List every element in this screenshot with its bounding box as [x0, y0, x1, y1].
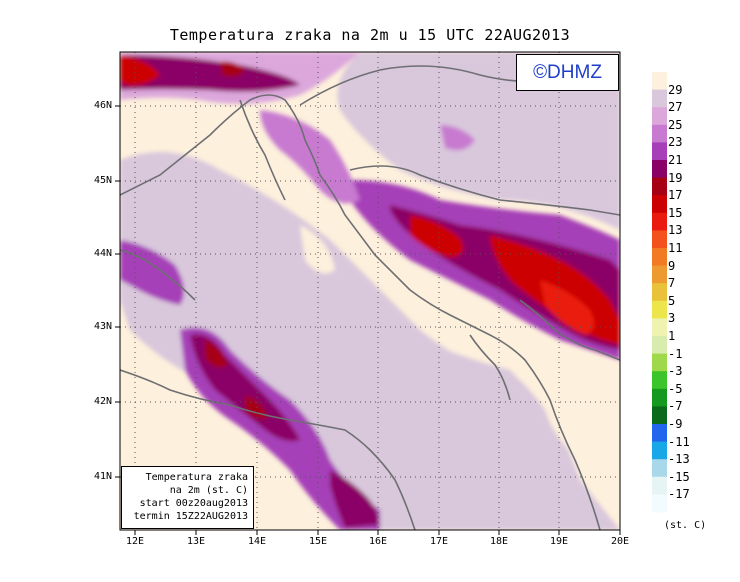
- colorbar-swatch: [652, 283, 667, 302]
- colorbar-label: -5: [668, 381, 683, 396]
- lon-label-13e: 13E: [186, 536, 206, 547]
- lon-label-15e: 15E: [308, 536, 328, 547]
- colorbar-swatch: [652, 424, 667, 443]
- colorbar-swatch: [652, 388, 667, 407]
- lat-label-44n: 44N: [94, 248, 113, 259]
- colorbar-label: -13: [668, 452, 690, 467]
- colorbar-label: 9: [668, 258, 676, 273]
- colorbar: [652, 72, 667, 513]
- colorbar-label: 17: [668, 188, 683, 203]
- lon-label-19e: 19E: [549, 536, 569, 547]
- colorbar-label: 5: [668, 293, 676, 308]
- info-line-4: termin 15Z22AUG2013: [133, 511, 248, 522]
- colorbar-swatch: [652, 177, 667, 196]
- colorbar-label: 27: [668, 100, 683, 115]
- axis-ticks: [115, 105, 621, 535]
- dhmz-logo: ©DHMZ: [516, 54, 619, 91]
- map-title: Temperatura zraka na 2m u 15 UTC 22AUG20…: [169, 26, 571, 44]
- colorbar-swatch: [652, 124, 667, 143]
- colorbar-label: -3: [668, 364, 683, 379]
- colorbar-label: 1: [668, 329, 676, 343]
- colorbar-label: -7: [668, 399, 683, 414]
- lon-label-20e: 20E: [610, 536, 630, 547]
- map-frame: [119, 51, 621, 531]
- lon-label-14e: 14E: [247, 536, 267, 547]
- info-line-1: Temperatura zraka: [145, 472, 248, 483]
- colorbar-label: 3: [668, 311, 676, 326]
- colorbar-label: 19: [668, 170, 683, 185]
- colorbar-label: 15: [668, 205, 683, 220]
- colorbar-swatch: [652, 72, 667, 91]
- colorbar-swatch: [652, 441, 667, 460]
- colorbar-label: 7: [668, 276, 676, 291]
- coastlines: [120, 65, 620, 530]
- colorbar-swatch: [652, 353, 667, 372]
- colorbar-label: -1: [668, 346, 683, 361]
- lon-label-18e: 18E: [489, 536, 509, 547]
- colorbar-label: 21: [668, 153, 683, 167]
- colorbar-unit: (st. C): [664, 520, 707, 531]
- lat-label-43n: 43N: [94, 321, 113, 332]
- colorbar-label: -9: [668, 417, 683, 431]
- colorbar-swatch: [652, 107, 667, 126]
- info-line-3: start 00z20aug2013: [139, 498, 248, 509]
- colorbar-swatch: [652, 406, 667, 425]
- colorbar-swatch: [652, 212, 667, 231]
- lon-label-12e: 12E: [125, 536, 145, 547]
- colorbar-label: -11: [668, 434, 690, 449]
- colorbar-label: 29: [668, 82, 683, 97]
- colorbar-swatch: [652, 195, 667, 214]
- colorbar-swatch: [652, 318, 667, 337]
- colorbar-swatch: [652, 230, 667, 249]
- colorbar-swatch: [652, 459, 667, 478]
- grid-lines: [120, 52, 620, 530]
- colorbar-swatch: [652, 142, 667, 161]
- colorbar-label: -15: [668, 469, 690, 484]
- colorbar-swatch: [652, 265, 667, 284]
- colorbar-swatch: [652, 248, 667, 267]
- colorbar-swatch: [652, 300, 667, 319]
- lon-label-16e: 16E: [368, 536, 388, 547]
- colorbar-swatch: [652, 160, 667, 179]
- info-box: Temperatura zraka na 2m (st. C) start 00…: [121, 466, 254, 529]
- temperature-field: [120, 52, 620, 530]
- lon-label-17e: 17E: [429, 536, 449, 547]
- colorbar-swatch: [652, 336, 667, 355]
- colorbar-label: 11: [668, 241, 683, 255]
- colorbar-swatch: [652, 371, 667, 390]
- colorbar-label: 25: [668, 117, 683, 132]
- lat-label-42n: 42N: [94, 396, 113, 407]
- colorbar-label: 23: [668, 135, 683, 150]
- colorbar-label: 13: [668, 223, 683, 238]
- lat-label-46n: 46N: [94, 100, 113, 111]
- info-line-2: na 2m (st. C): [169, 485, 248, 496]
- lat-label-45n: 45N: [94, 175, 113, 186]
- colorbar-swatch: [652, 494, 667, 513]
- colorbar-swatch: [652, 89, 667, 108]
- colorbar-swatch: [652, 476, 667, 495]
- colorbar-label: -17: [668, 487, 690, 502]
- lat-label-41n: 41N: [94, 471, 113, 482]
